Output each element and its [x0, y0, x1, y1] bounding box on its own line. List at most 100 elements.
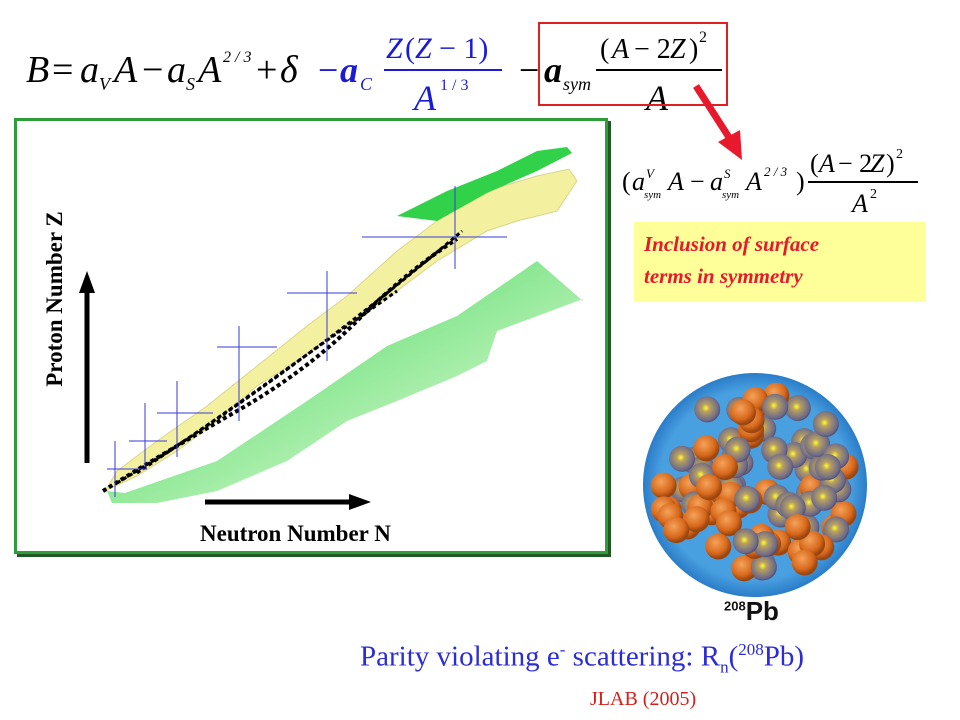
svg-text:2: 2 [896, 147, 903, 162]
svg-text:(: ( [810, 149, 819, 178]
binding-energy-formula: B = a V A − a S A 2 / 3 + δ − a C Z ( Z … [26, 29, 722, 118]
caption-prefix: Parity violating e [360, 640, 560, 673]
proton [716, 510, 743, 537]
nuclide-chart [79, 147, 583, 510]
svg-text:sym: sym [644, 189, 661, 201]
neutron [779, 494, 806, 521]
symmetry-term-highlight-box [538, 22, 728, 106]
svg-text:A: A [111, 49, 138, 91]
neutron [732, 528, 759, 555]
svg-text:a: a [167, 49, 186, 91]
svg-text:A: A [850, 189, 868, 218]
svg-text:Z: Z [670, 34, 686, 65]
known-nuclei-region [103, 168, 578, 493]
neutron [752, 531, 779, 558]
svg-text:Z: Z [386, 32, 403, 65]
neutron [694, 396, 721, 423]
caption-paren: ( [728, 640, 739, 673]
proton [729, 399, 756, 426]
svg-text:(: ( [405, 32, 415, 65]
drip-line-band [397, 147, 572, 221]
proton [705, 533, 732, 560]
proton [784, 514, 811, 541]
svg-text:2: 2 [699, 29, 707, 46]
credit-label: JLAB (2005) [590, 688, 697, 710]
neutron [767, 453, 794, 480]
svg-text:sym: sym [563, 74, 591, 94]
y-arrowhead [79, 271, 95, 293]
svg-text:− 2: − 2 [838, 149, 872, 178]
svg-text:A: A [744, 167, 762, 196]
svg-text:a: a [544, 50, 562, 90]
svg-text:2 / 3: 2 / 3 [223, 49, 251, 66]
nuclide-chart-frame [14, 118, 608, 554]
svg-text:−: − [519, 50, 539, 90]
caption-middle: scattering: R [565, 640, 721, 673]
surface-term-note: Inclusion of surface terms in symmetry [634, 222, 926, 302]
stable-nuclei-valley [101, 229, 463, 493]
isotope-label: 208Pb [724, 596, 779, 627]
svg-text:a: a [80, 49, 99, 91]
neutron [669, 445, 696, 472]
svg-text:+: + [256, 49, 277, 91]
svg-text:sym: sym [722, 189, 739, 201]
note-line-2: terms in symmetry [644, 264, 803, 288]
svg-text:A: A [817, 149, 835, 178]
neutron [750, 554, 777, 581]
axis-arrows [84, 289, 353, 505]
svg-text:A: A [666, 167, 684, 196]
svg-text:A: A [412, 78, 437, 118]
svg-text:(: ( [622, 167, 631, 196]
svg-text:): ) [689, 34, 698, 65]
caption-isotope-element: Pb) [763, 640, 805, 673]
svg-text:a: a [340, 50, 358, 90]
x-axis-label: Neutron Number N [200, 521, 391, 546]
proton [683, 506, 710, 533]
x-arrowhead [349, 494, 371, 510]
neutron [734, 485, 761, 512]
svg-text:B: B [26, 49, 49, 91]
svg-text:−: − [142, 49, 163, 91]
neutron [811, 484, 838, 511]
isotope-element: Pb [745, 596, 779, 626]
proton [693, 435, 720, 462]
surface-symmetry-formula: ( a V sym A − a S sym A 2 / 3 ) ( A − 2 … [622, 147, 918, 218]
caption-electron-charge: - [559, 640, 566, 659]
note-line-1: Inclusion of surface [644, 232, 820, 256]
svg-text:a: a [632, 167, 645, 196]
svg-text:−: − [318, 50, 338, 90]
svg-text:=: = [52, 49, 73, 91]
svg-text:A: A [610, 34, 630, 65]
caption-subscript: n [720, 657, 729, 677]
svg-text:S: S [186, 74, 195, 94]
svg-text:1 / 3: 1 / 3 [440, 77, 468, 94]
svg-text:A: A [195, 49, 222, 91]
svg-text:C: C [360, 74, 373, 94]
proton [696, 474, 723, 501]
lead-nucleus-illustration [643, 373, 867, 597]
neutron [812, 411, 839, 438]
svg-text:a: a [710, 167, 723, 196]
svg-text:A: A [644, 78, 669, 118]
neutron [823, 516, 850, 543]
svg-text:): ) [796, 167, 805, 196]
neutron [784, 394, 811, 421]
neutron [804, 431, 831, 458]
svg-text:2: 2 [870, 187, 877, 202]
svg-text:): ) [886, 149, 895, 178]
svg-text:δ: δ [280, 49, 299, 91]
highlight-arrow [693, 84, 742, 160]
svg-text:V: V [99, 74, 112, 94]
caption-isotope-mass: 208 [738, 640, 764, 659]
svg-text:S: S [724, 166, 731, 181]
svg-text:− 1): − 1) [439, 32, 488, 65]
proton [791, 549, 818, 576]
y-axis-label: Proton Number Z [42, 211, 67, 387]
neutron [814, 454, 841, 481]
proton [712, 454, 739, 481]
experiment-caption: Parity violating e- scattering: Rn(208Pb… [360, 640, 804, 677]
svg-text:Z: Z [415, 32, 432, 65]
proton [731, 555, 758, 582]
svg-text:2 / 3: 2 / 3 [764, 164, 788, 179]
svg-text:(: ( [600, 34, 609, 65]
